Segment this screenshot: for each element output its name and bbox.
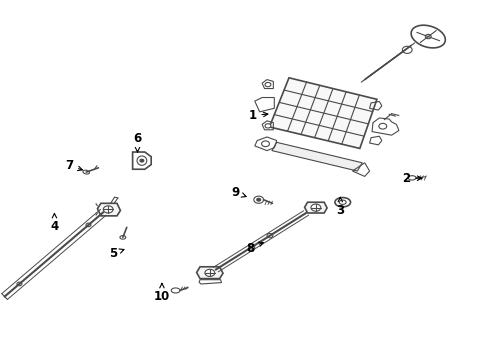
Text: 1: 1 — [248, 109, 268, 122]
Text: 4: 4 — [50, 213, 59, 233]
Ellipse shape — [257, 198, 261, 201]
Ellipse shape — [411, 25, 445, 48]
Ellipse shape — [103, 206, 113, 213]
Ellipse shape — [262, 141, 270, 147]
Text: 8: 8 — [246, 242, 263, 255]
Polygon shape — [270, 78, 377, 148]
Text: 2: 2 — [402, 172, 422, 185]
Ellipse shape — [265, 124, 271, 128]
Text: 9: 9 — [231, 186, 246, 199]
Text: 5: 5 — [109, 247, 124, 260]
Ellipse shape — [140, 159, 144, 162]
Ellipse shape — [249, 245, 255, 249]
Ellipse shape — [335, 198, 350, 207]
Ellipse shape — [83, 170, 90, 174]
Ellipse shape — [311, 204, 321, 211]
Text: 3: 3 — [336, 197, 344, 217]
Polygon shape — [98, 203, 121, 216]
Ellipse shape — [425, 35, 431, 39]
Ellipse shape — [205, 269, 215, 276]
Ellipse shape — [267, 234, 273, 238]
Ellipse shape — [379, 123, 387, 129]
Polygon shape — [305, 202, 327, 213]
Polygon shape — [196, 267, 223, 279]
Text: 7: 7 — [65, 159, 82, 172]
Ellipse shape — [17, 282, 22, 286]
Ellipse shape — [254, 196, 264, 203]
Ellipse shape — [402, 46, 412, 53]
Ellipse shape — [265, 82, 271, 87]
Polygon shape — [272, 142, 362, 171]
Text: 6: 6 — [133, 132, 142, 152]
Ellipse shape — [339, 200, 346, 204]
Ellipse shape — [137, 156, 147, 165]
Ellipse shape — [120, 235, 126, 239]
Ellipse shape — [408, 176, 416, 180]
Ellipse shape — [171, 288, 180, 293]
Text: 10: 10 — [154, 283, 170, 303]
Ellipse shape — [86, 223, 91, 227]
